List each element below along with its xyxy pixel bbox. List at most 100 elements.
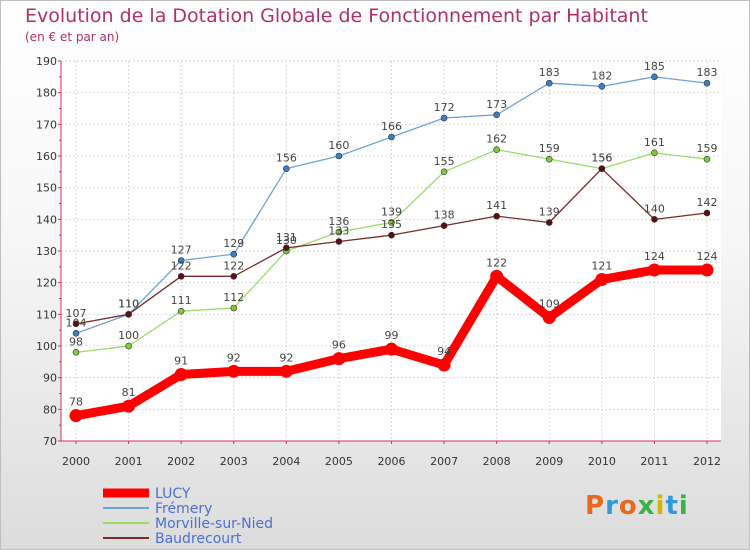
x-tick-label: 2000 (62, 455, 90, 468)
data-label: 96 (332, 339, 346, 352)
data-point (703, 209, 711, 217)
x-tick-label: 2001 (115, 455, 143, 468)
legend-item: Morville-sur-Nied (103, 516, 273, 532)
data-point (227, 364, 241, 378)
series-baudrecourt: 107 110 122 122 131 133 135 138 141 139 156 140 142 (66, 152, 718, 328)
logo-letter: r (605, 491, 619, 521)
data-label: 166 (381, 120, 402, 133)
data-label: 156 (276, 152, 297, 165)
legend-label: Baudrecourt (155, 531, 242, 547)
x-tick-label: 2002 (167, 455, 195, 468)
data-label: 124 (697, 250, 718, 263)
data-point (545, 79, 553, 87)
data-point (283, 165, 290, 172)
data-label: 130 (276, 234, 297, 247)
data-label: 155 (434, 155, 455, 168)
data-point (332, 352, 346, 366)
data-point (651, 216, 658, 223)
y-tick-label: 150 (36, 182, 57, 195)
data-point (177, 257, 185, 264)
x-tick-label: 2012 (693, 455, 721, 468)
y-tick-label: 170 (36, 118, 57, 131)
data-point (177, 307, 185, 315)
data-label: 139 (381, 206, 402, 219)
data-point (335, 228, 343, 236)
data-label: 160 (328, 139, 349, 152)
data-label: 94 (437, 345, 451, 358)
data-label: 121 (591, 260, 612, 273)
data-label: 141 (486, 199, 507, 212)
data-point (647, 263, 661, 277)
logo-letter: P (585, 491, 606, 521)
data-point (72, 349, 80, 356)
data-label: 109 (539, 298, 560, 311)
y-tick-label: 130 (36, 245, 57, 258)
legend-item: Baudrecourt (103, 531, 242, 547)
data-point (493, 111, 500, 119)
data-point (230, 273, 238, 280)
data-label: 162 (486, 133, 507, 146)
data-point (598, 83, 606, 90)
y-tick-label: 140 (36, 213, 57, 226)
data-point (440, 222, 448, 229)
data-label: 159 (697, 142, 718, 155)
data-point (388, 219, 395, 226)
data-label: 185 (644, 60, 665, 73)
data-label: 100 (118, 329, 139, 342)
x-tick-label: 2010 (588, 455, 616, 468)
x-tick-label: 2011 (640, 455, 668, 468)
y-tick-label: 90 (43, 372, 57, 385)
data-point (230, 304, 238, 312)
data-label: 99 (385, 329, 399, 342)
data-point (595, 273, 609, 286)
data-label: 111 (171, 294, 192, 307)
y-tick-label: 100 (36, 340, 57, 353)
data-point (703, 155, 711, 163)
data-label: 173 (486, 98, 507, 111)
data-point (174, 368, 188, 381)
x-tick-label: 2007 (430, 455, 458, 468)
data-point (72, 330, 80, 337)
data-label: 122 (223, 259, 244, 272)
data-label: 142 (697, 196, 718, 209)
data-label: 92 (279, 351, 293, 364)
data-point (385, 342, 398, 356)
data-label: 156 (591, 152, 612, 165)
legend-item: Frémery (103, 501, 212, 517)
data-point (598, 165, 606, 172)
data-label: 92 (227, 351, 241, 364)
series-fr-mery: 104110127129156160166172173183182185183 (66, 60, 718, 337)
data-point (283, 244, 290, 252)
data-point (493, 146, 500, 153)
data-label: 112 (223, 291, 244, 304)
data-point (388, 133, 395, 141)
data-label: 183 (697, 66, 718, 79)
y-tick-label: 190 (36, 55, 57, 68)
y-tick-label: 110 (36, 308, 57, 321)
data-point (125, 311, 132, 318)
data-label: 138 (434, 209, 455, 222)
proxiti-logo: Proxiti (585, 491, 689, 521)
data-point (700, 263, 714, 277)
data-label: 78 (69, 396, 83, 409)
y-tick-label: 70 (43, 435, 57, 448)
data-point (388, 231, 395, 239)
data-point (703, 79, 711, 87)
data-label: 131 (276, 231, 297, 244)
data-point (69, 409, 83, 423)
data-point (440, 168, 448, 176)
data-point (122, 399, 136, 413)
data-label: 98 (69, 335, 83, 348)
y-tick-label: 80 (43, 403, 57, 416)
legend-label: LUCY (155, 486, 191, 502)
data-point (72, 320, 80, 328)
data-label: 124 (644, 250, 665, 263)
data-label: 122 (486, 256, 507, 269)
data-point (125, 342, 132, 350)
data-point (490, 269, 504, 283)
data-label: 110 (118, 297, 139, 310)
data-label: 107 (66, 307, 87, 320)
logo-letter: t (665, 491, 679, 521)
